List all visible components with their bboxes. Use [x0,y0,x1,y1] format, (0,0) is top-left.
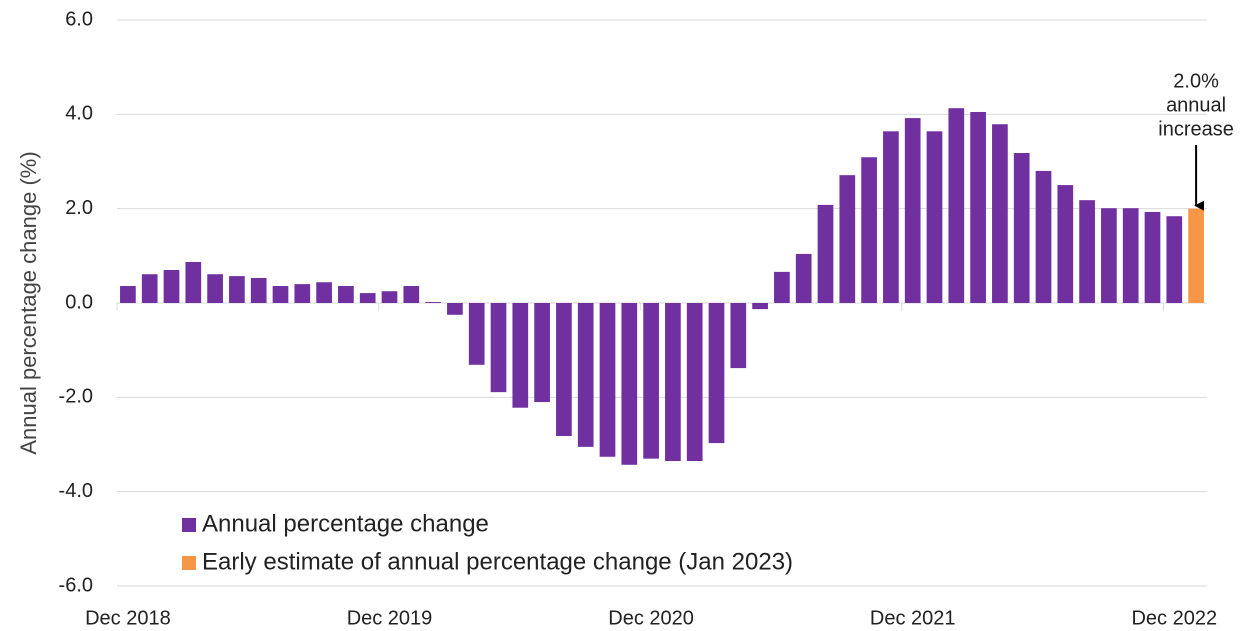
y-axis-label: Annual percentage change (%) [16,151,41,454]
bar [512,303,529,408]
bar [665,303,681,462]
y-tick-label: 6.0 [65,8,93,30]
bar [1079,200,1095,303]
y-tick-label: -2.0 [59,386,93,408]
bar [1166,216,1183,303]
bar [425,302,441,303]
bar [686,303,703,462]
bar [490,303,507,393]
bar [708,303,725,444]
bar [795,253,812,303]
bar [1057,185,1074,303]
annotation: increase [1158,118,1234,140]
bar [992,124,1008,303]
bar [621,303,638,465]
legend-label: Annual percentage change [202,510,489,537]
bar [1035,170,1052,303]
x-tick-label: Dec 2022 [1131,607,1217,629]
bar [1101,208,1117,303]
bar [556,303,572,437]
bar [948,108,965,304]
y-tick-label: 2.0 [65,197,93,219]
bar [120,286,136,303]
x-tick-label: Dec 2020 [608,607,694,629]
x-tick-label: Dec 2019 [347,607,433,629]
bar [1013,153,1030,303]
legend-label: Early estimate of annual percentage chan… [202,548,793,575]
bar [839,175,856,303]
bar [272,286,289,303]
bar [1122,208,1139,303]
bar [185,261,202,303]
bar [468,303,485,365]
y-tick-label: 0.0 [65,291,93,313]
bar [861,157,877,303]
bar [926,131,943,303]
bar [141,274,158,303]
bar [730,303,747,369]
y-tick-label: 4.0 [65,103,93,125]
bar [774,271,790,303]
bar [643,303,659,459]
bar [294,284,311,303]
bar [904,118,921,304]
x-tick-label: Dec 2021 [870,607,956,629]
y-tick-label: -6.0 [59,574,93,596]
bar [316,282,332,303]
bar [1188,208,1204,303]
bar [447,303,463,315]
bar [250,278,267,303]
bar [338,286,354,303]
bar [752,303,768,310]
bar [599,303,616,457]
bar [817,204,834,303]
bar [381,291,398,303]
legend-swatch [182,518,196,532]
legend-swatch [182,556,196,570]
bar [403,286,420,303]
bar [534,303,550,403]
bar [1144,211,1161,303]
bar [970,111,986,303]
bar [229,276,245,303]
bar [163,269,180,303]
x-tick-label: Dec 2018 [85,607,171,629]
annotation: 2.0% [1173,70,1219,92]
bar [577,303,594,447]
y-tick-label: -4.0 [59,480,93,502]
bar [359,293,376,303]
bar [883,131,899,303]
bar [207,274,223,303]
annotation: annual [1166,94,1226,116]
